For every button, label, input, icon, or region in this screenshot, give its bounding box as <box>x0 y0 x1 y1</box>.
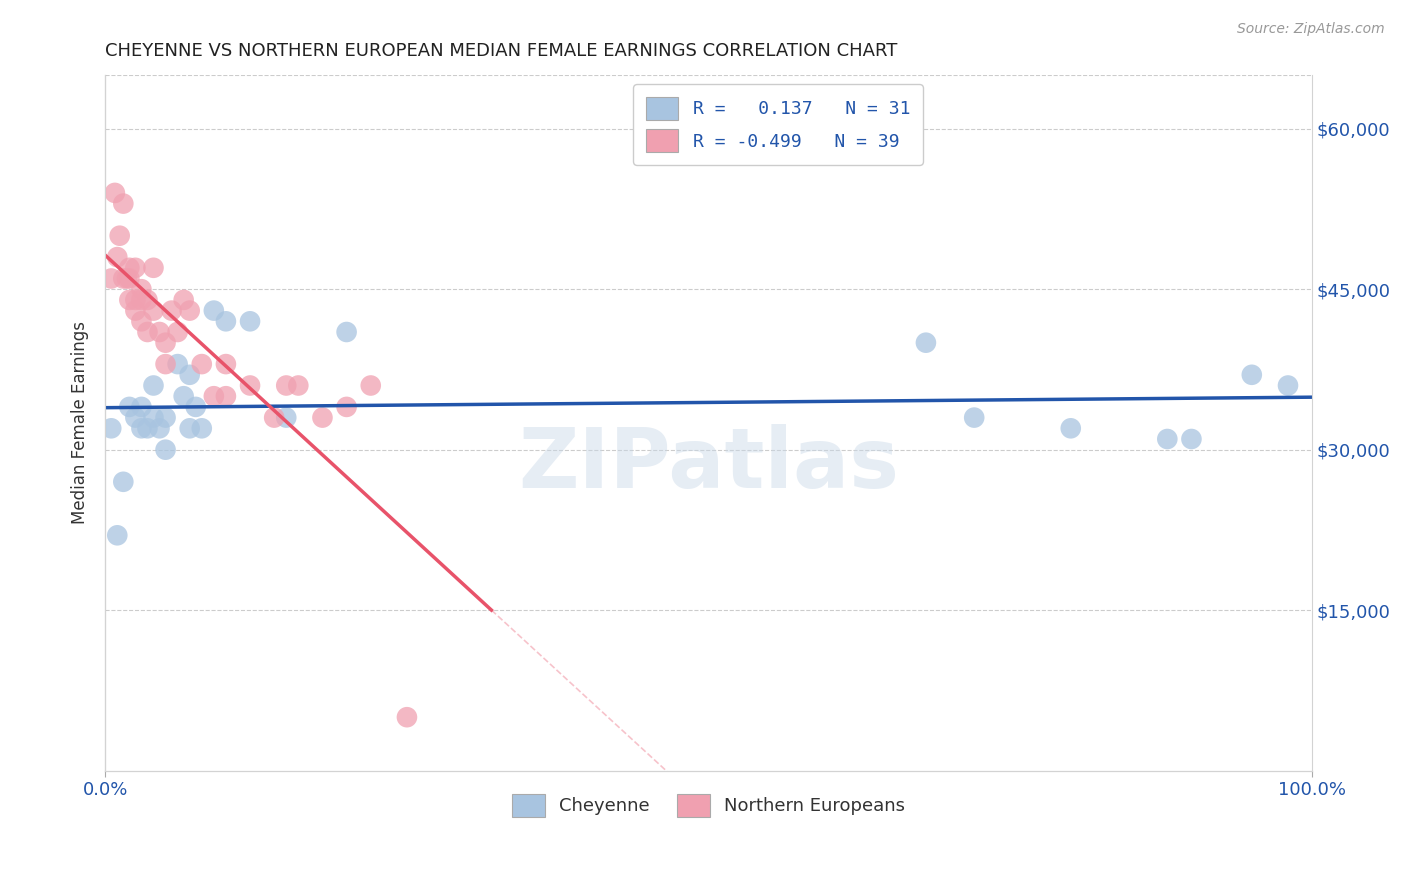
Point <box>124 303 146 318</box>
Point <box>124 293 146 307</box>
Point <box>215 357 238 371</box>
Point <box>142 260 165 275</box>
Point <box>311 410 333 425</box>
Point <box>136 421 159 435</box>
Point <box>112 271 135 285</box>
Y-axis label: Median Female Earnings: Median Female Earnings <box>72 321 89 524</box>
Point <box>287 378 309 392</box>
Point <box>131 421 153 435</box>
Point <box>173 293 195 307</box>
Point <box>131 282 153 296</box>
Point <box>179 303 201 318</box>
Text: Source: ZipAtlas.com: Source: ZipAtlas.com <box>1237 22 1385 37</box>
Point <box>124 410 146 425</box>
Text: ZIPatlas: ZIPatlas <box>519 425 900 505</box>
Point <box>155 357 177 371</box>
Point <box>191 421 214 435</box>
Point <box>148 421 170 435</box>
Point <box>276 378 298 392</box>
Point <box>336 400 359 414</box>
Point <box>239 378 262 392</box>
Point <box>202 303 225 318</box>
Legend: Cheyenne, Northern Europeans: Cheyenne, Northern Europeans <box>505 787 912 824</box>
Point <box>148 325 170 339</box>
Point <box>112 475 135 489</box>
Point <box>155 442 177 457</box>
Point <box>191 357 214 371</box>
Point <box>1240 368 1263 382</box>
Point <box>263 410 285 425</box>
Point <box>105 250 128 264</box>
Point <box>112 196 135 211</box>
Point <box>118 271 141 285</box>
Point <box>1277 378 1299 392</box>
Point <box>173 389 195 403</box>
Point <box>963 410 986 425</box>
Point <box>184 400 207 414</box>
Point <box>202 389 225 403</box>
Point <box>915 335 938 350</box>
Point <box>179 368 201 382</box>
Point <box>1060 421 1083 435</box>
Point <box>124 260 146 275</box>
Point <box>155 410 177 425</box>
Point <box>360 378 382 392</box>
Point <box>100 421 122 435</box>
Point <box>105 528 128 542</box>
Point <box>118 260 141 275</box>
Point <box>1156 432 1178 446</box>
Point <box>215 314 238 328</box>
Point <box>118 293 141 307</box>
Point <box>142 378 165 392</box>
Point <box>142 410 165 425</box>
Point <box>166 325 188 339</box>
Point <box>1180 432 1202 446</box>
Point <box>166 357 188 371</box>
Point <box>104 186 127 200</box>
Point <box>336 325 359 339</box>
Point <box>131 314 153 328</box>
Point <box>215 389 238 403</box>
Point <box>118 400 141 414</box>
Point <box>136 293 159 307</box>
Point <box>276 410 298 425</box>
Point <box>179 421 201 435</box>
Point <box>115 271 138 285</box>
Text: CHEYENNE VS NORTHERN EUROPEAN MEDIAN FEMALE EARNINGS CORRELATION CHART: CHEYENNE VS NORTHERN EUROPEAN MEDIAN FEM… <box>105 42 897 60</box>
Point <box>142 303 165 318</box>
Point <box>108 228 131 243</box>
Point <box>100 271 122 285</box>
Point <box>239 314 262 328</box>
Point <box>131 293 153 307</box>
Point <box>131 400 153 414</box>
Point <box>136 325 159 339</box>
Point <box>395 710 418 724</box>
Point <box>155 335 177 350</box>
Point <box>160 303 183 318</box>
